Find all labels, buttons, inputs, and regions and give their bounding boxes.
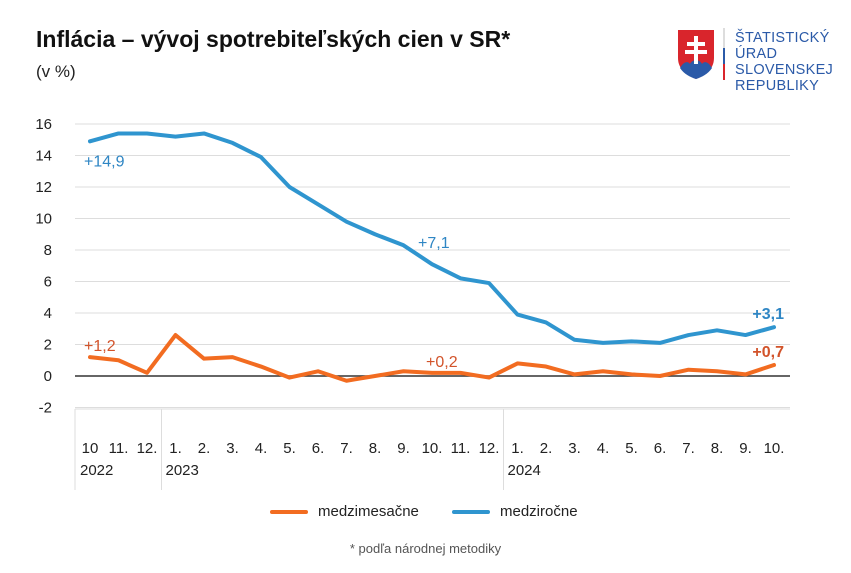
- x-year-label: 2024: [508, 462, 541, 479]
- x-tick-label: 11.: [109, 440, 129, 457]
- y-tick-label: 10: [35, 211, 52, 228]
- x-tick-label: 4.: [255, 440, 268, 457]
- logo-line: ÚRAD: [735, 46, 778, 62]
- x-tick-label: 6.: [312, 440, 325, 457]
- y-tick-label: 14: [35, 148, 52, 165]
- x-tick-label: 7.: [682, 440, 695, 457]
- x-tick-label: 12.: [479, 440, 500, 457]
- x-tick-label: 4.: [597, 440, 610, 457]
- y-tick-label: 6: [44, 274, 52, 291]
- x-tick-label: 9.: [397, 440, 410, 457]
- x-tick-label: 7.: [340, 440, 353, 457]
- x-year-label: 2022: [80, 462, 113, 479]
- slovak-coat-of-arms-logo: [678, 28, 725, 80]
- legend-label: medzimesačne: [318, 503, 419, 520]
- x-tick-label: 1.: [511, 440, 524, 457]
- x-tick-label: 9.: [739, 440, 752, 457]
- x-tick-label: 6.: [654, 440, 667, 457]
- x-tick-label: 1.: [169, 440, 182, 457]
- legend-item-monthly: medzimesačne: [270, 503, 419, 520]
- x-tick-label: 5.: [283, 440, 296, 457]
- data-label: +1,2: [84, 338, 116, 355]
- y-tick-label: 8: [44, 242, 52, 259]
- legend-swatch: [452, 509, 490, 514]
- x-tick-label: 2.: [540, 440, 553, 457]
- x-tick-label: 5.: [625, 440, 638, 457]
- y-tick-label: 12: [35, 179, 52, 196]
- x-year-label: 2023: [166, 462, 199, 479]
- x-tick-label: 10.: [422, 440, 443, 457]
- legend-label: medziročne: [500, 503, 578, 520]
- y-tick-label: 16: [35, 116, 52, 133]
- footnote: * podľa národnej metodiky: [349, 541, 502, 556]
- y-tick-label: 0: [44, 368, 52, 385]
- data-label: +0,2: [426, 354, 458, 371]
- y-tick-label: 4: [44, 305, 52, 322]
- legend-item-yearly: medziročne: [452, 503, 578, 520]
- legend-swatch: [270, 509, 308, 514]
- logo-line: REPUBLIKY: [735, 78, 820, 94]
- x-tick-label: 11.: [451, 440, 471, 457]
- x-tick-label: 8.: [711, 440, 724, 457]
- logo-line: SLOVENSKEJ: [735, 62, 834, 78]
- line-chart: -2 0 2 4 6 8 10 12 14 16 10 11. 12. 1. 2. 3. 4. 5. 6. 7. 8. 9…: [35, 116, 790, 490]
- x-tick-label: 3.: [568, 440, 581, 457]
- x-tick-label: 12.: [137, 440, 158, 457]
- data-label: +0,7: [752, 344, 784, 361]
- chart-unit: (v %): [36, 62, 76, 81]
- data-label: +7,1: [418, 235, 450, 252]
- logo-text: ŠTATISTICKÝ ÚRAD SLOVENSKEJ REPUBLIKY: [735, 30, 833, 94]
- x-tick-label: 10.: [764, 440, 785, 457]
- x-tick-label: 10: [82, 440, 99, 457]
- logo-line: ŠTATISTICKÝ: [735, 30, 830, 46]
- x-tick-label: 8.: [369, 440, 382, 457]
- data-label: +14,9: [84, 153, 125, 170]
- x-tick-label: 2.: [198, 440, 211, 457]
- y-tick-label: -2: [39, 400, 52, 417]
- x-tick-label: 3.: [226, 440, 239, 457]
- data-label: +3,1: [752, 306, 784, 323]
- y-tick-label: 2: [44, 337, 52, 354]
- chart-title: Inflácia – vývoj spotrebiteľských cien v…: [36, 26, 511, 52]
